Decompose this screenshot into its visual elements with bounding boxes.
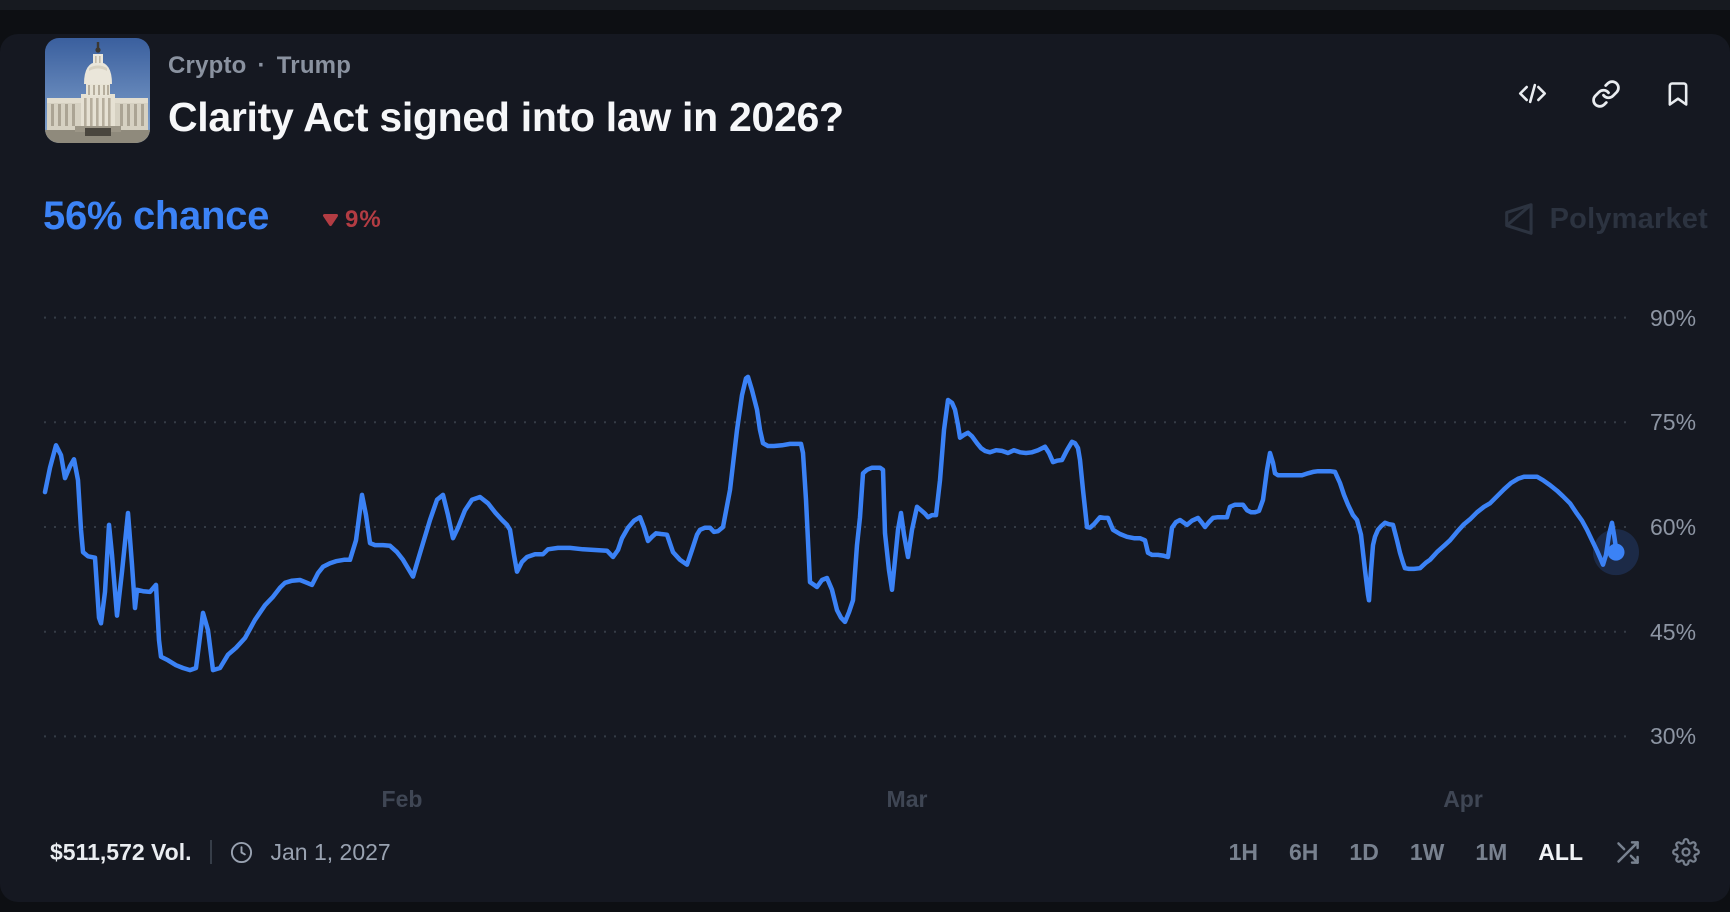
probability-line	[42, 374, 1620, 673]
breadcrumb-tag[interactable]: Trump	[276, 52, 352, 79]
capitol-image	[45, 38, 150, 143]
timeframe-6h[interactable]: 6H	[1289, 838, 1319, 865]
timeframe-1w[interactable]: 1W	[1409, 838, 1445, 865]
polymarket-watermark: Polymarket	[1499, 200, 1708, 238]
timeframe-1h[interactable]: 1H	[1228, 838, 1259, 865]
chart-controls: 1H 6H 1D 1W 1M ALL	[1229, 837, 1700, 867]
end-date-label: Jan 1, 2027	[270, 838, 391, 865]
last-point-dot	[1607, 543, 1625, 561]
x-axis-label: Feb	[381, 786, 423, 812]
probability-value: 56% chance	[43, 194, 270, 238]
header-actions	[1517, 78, 1692, 109]
shuffle-icon[interactable]	[1614, 839, 1641, 866]
x-axis-label: Apr	[1443, 786, 1483, 812]
market-thumbnail[interactable]	[45, 38, 150, 143]
polymarket-logo-icon	[1504, 203, 1533, 235]
market-card	[0, 34, 1730, 902]
clock-icon	[230, 841, 252, 863]
bookmark-icon[interactable]	[1664, 79, 1692, 109]
y-axis-label: 90%	[1650, 304, 1697, 331]
breadcrumb-category[interactable]: Crypto	[168, 52, 247, 79]
window-top-strip	[0, 0, 1730, 10]
timeframe-all[interactable]: ALL	[1538, 838, 1583, 865]
breadcrumb-separator: ·	[257, 52, 266, 79]
code-icon[interactable]	[1517, 78, 1548, 109]
price-chart[interactable]	[0, 260, 1730, 820]
timeframe-1d[interactable]: 1D	[1349, 838, 1379, 865]
footer-divider	[209, 840, 212, 864]
probability-change: 9%	[322, 206, 382, 234]
timeframe-buttons: 1H 6H 1D 1W 1M ALL	[1229, 839, 1583, 866]
footer-stats: $511,572 Vol. Jan 1, 2027	[50, 837, 391, 867]
link-icon[interactable]	[1591, 79, 1621, 109]
y-axis-label: 45%	[1650, 618, 1697, 645]
volume-label: $511,572 Vol.	[50, 838, 192, 865]
market-title[interactable]: Clarity Act signed into law in 2026?	[168, 94, 844, 140]
x-axis-label: Mar	[886, 786, 928, 812]
change-percent: 9%	[345, 206, 382, 233]
y-axis-label: 75%	[1650, 409, 1697, 436]
y-axis-label: 60%	[1650, 514, 1697, 540]
watermark-brand: Polymarket	[1549, 202, 1708, 235]
triangle-down-icon	[323, 214, 338, 226]
y-axis-label: 30%	[1650, 723, 1697, 750]
timeframe-1m[interactable]: 1M	[1475, 838, 1508, 865]
breadcrumb: Crypto · Trump	[168, 52, 351, 80]
gear-icon[interactable]	[1672, 838, 1700, 866]
